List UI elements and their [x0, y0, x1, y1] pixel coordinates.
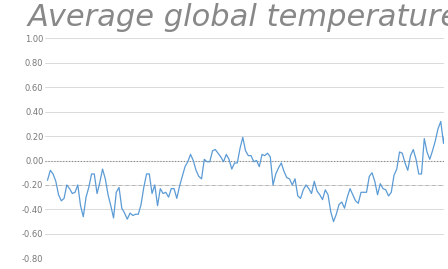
Title: Average global temperature: Average global temperature [28, 3, 448, 32]
